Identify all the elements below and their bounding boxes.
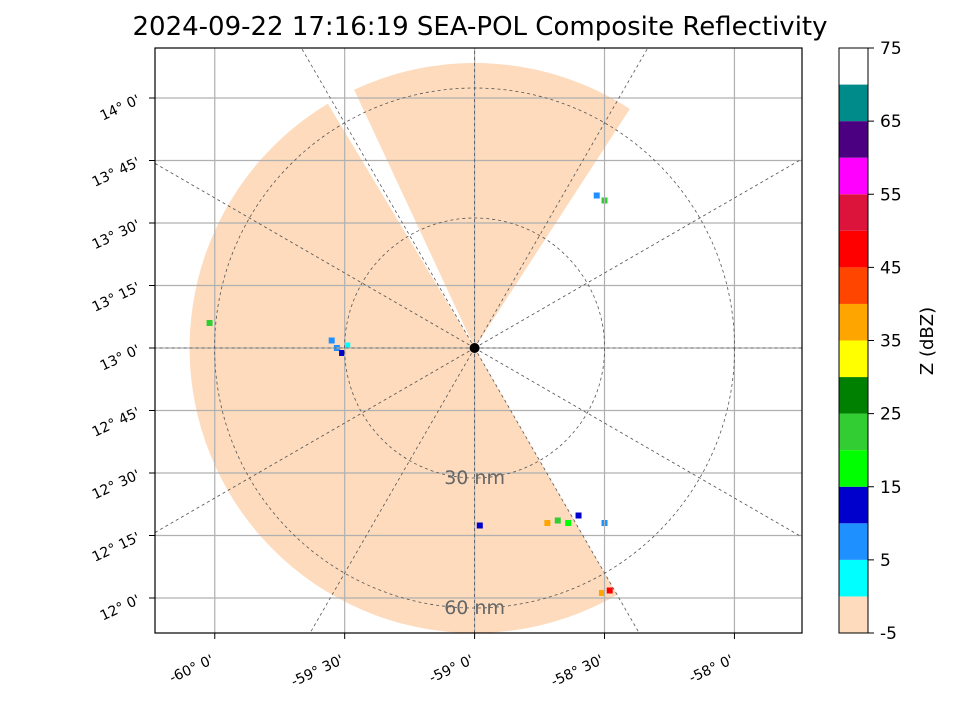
- x-tick-label: -60° 0': [167, 652, 216, 686]
- colorbar-bin: [839, 413, 868, 451]
- colorbar-tick-label: 65: [880, 112, 902, 132]
- echo-cell: [575, 512, 582, 519]
- x-tick-label: -58° 0': [687, 652, 736, 686]
- colorbar: -5 5 15 25 35 45 55 65 75 Z (dBZ): [838, 39, 938, 644]
- colorbar-bin: [839, 48, 868, 85]
- y-tick-label: 13° 15': [90, 280, 143, 316]
- azimuth-line: [474, 158, 802, 349]
- colorbar-tick-label: 45: [880, 258, 902, 278]
- ring-label-30nm: 30 nm: [444, 467, 505, 489]
- plot-frame: [154, 47, 803, 634]
- y-tick-label: 13° 45': [90, 155, 143, 191]
- colorbar-tick-label: 15: [880, 478, 902, 498]
- azimuth-line: [474, 347, 640, 633]
- colorbar-bin: [839, 267, 868, 304]
- colorbar-tick-label: 5: [880, 551, 891, 571]
- x-tick-label: -59° 30': [289, 652, 347, 690]
- colorbar-tick-label: 75: [880, 39, 902, 59]
- echo-cell: [206, 320, 213, 326]
- x-tick-label: -58° 30': [549, 652, 607, 690]
- colorbar-tick-label: 25: [880, 405, 902, 425]
- azimuth-line: [300, 48, 475, 349]
- echo-cell: [544, 520, 551, 526]
- y-tick-label: 12° 30': [90, 467, 143, 503]
- colorbar-tick-label: -5: [880, 624, 897, 644]
- echo-cell: [328, 337, 335, 344]
- x-axis-ticks: -60° 0' -59° 30' -59° 0' -58° 30' -58° 0': [167, 633, 736, 690]
- y-tick-label: 13° 30': [90, 217, 143, 253]
- echo-cell: [476, 522, 483, 529]
- colorbar-bin: [839, 157, 868, 195]
- echo-cell: [598, 590, 605, 596]
- colorbar-bin: [839, 121, 868, 158]
- coverage-sector-west: [189, 103, 618, 633]
- y-tick-label: 13° 0': [98, 342, 143, 374]
- colorbar-bin: [839, 340, 868, 378]
- y-tick-label: 12° 45': [90, 405, 143, 441]
- range-ring: [344, 217, 606, 479]
- y-tick-label: 12° 0': [98, 592, 143, 624]
- echo-cell: [606, 587, 613, 594]
- coverage-sector-north: [354, 63, 630, 349]
- colorbar-bin: [839, 230, 868, 268]
- echo-cell: [339, 350, 346, 356]
- colorbar-bin: [839, 596, 868, 633]
- azimuth-line: [155, 163, 475, 349]
- colorbar-bin: [839, 559, 868, 597]
- azimuth-line: [474, 48, 649, 349]
- colorbar-bin: [839, 523, 868, 560]
- colorbar-tick-label: 35: [880, 332, 902, 352]
- azimuth-line: [309, 347, 475, 633]
- colorbar-ticks: -5 5 15 25 35 45 55 65 75: [868, 39, 902, 644]
- colorbar-bin: [839, 303, 868, 341]
- ring-label-60nm: 60 nm: [444, 597, 505, 619]
- y-tick-label: 14° 0': [98, 92, 143, 124]
- echo-cell: [554, 517, 561, 524]
- colorbar-tick-label: 55: [880, 185, 902, 205]
- y-tick-label: 12° 15': [90, 530, 143, 566]
- colorbar-bin: [839, 377, 868, 414]
- radar-coverage: [189, 63, 630, 633]
- azimuth-line: [474, 347, 802, 538]
- colorbar-bin: [839, 450, 868, 487]
- echo-cell: [593, 192, 600, 199]
- colorbar-bin: [839, 194, 868, 231]
- x-tick-label: -59° 0': [427, 652, 476, 686]
- echo-cell: [344, 342, 351, 349]
- y-axis-ticks: 12° 0' 12° 15' 12° 30' 12° 45' 13° 0' 13° 15'…: [90, 92, 155, 624]
- colorbar-bin: [839, 84, 868, 122]
- colorbar-label: Z (dBZ): [917, 307, 938, 375]
- colorbar-bins: [839, 48, 868, 633]
- radar-site-marker: [469, 343, 480, 353]
- colorbar-bin: [839, 486, 868, 524]
- echo-cell: [565, 520, 572, 526]
- azimuth-line: [155, 347, 475, 533]
- chart-title: 2024-09-22 17:16:19 SEA-POL Composite Re…: [132, 12, 827, 42]
